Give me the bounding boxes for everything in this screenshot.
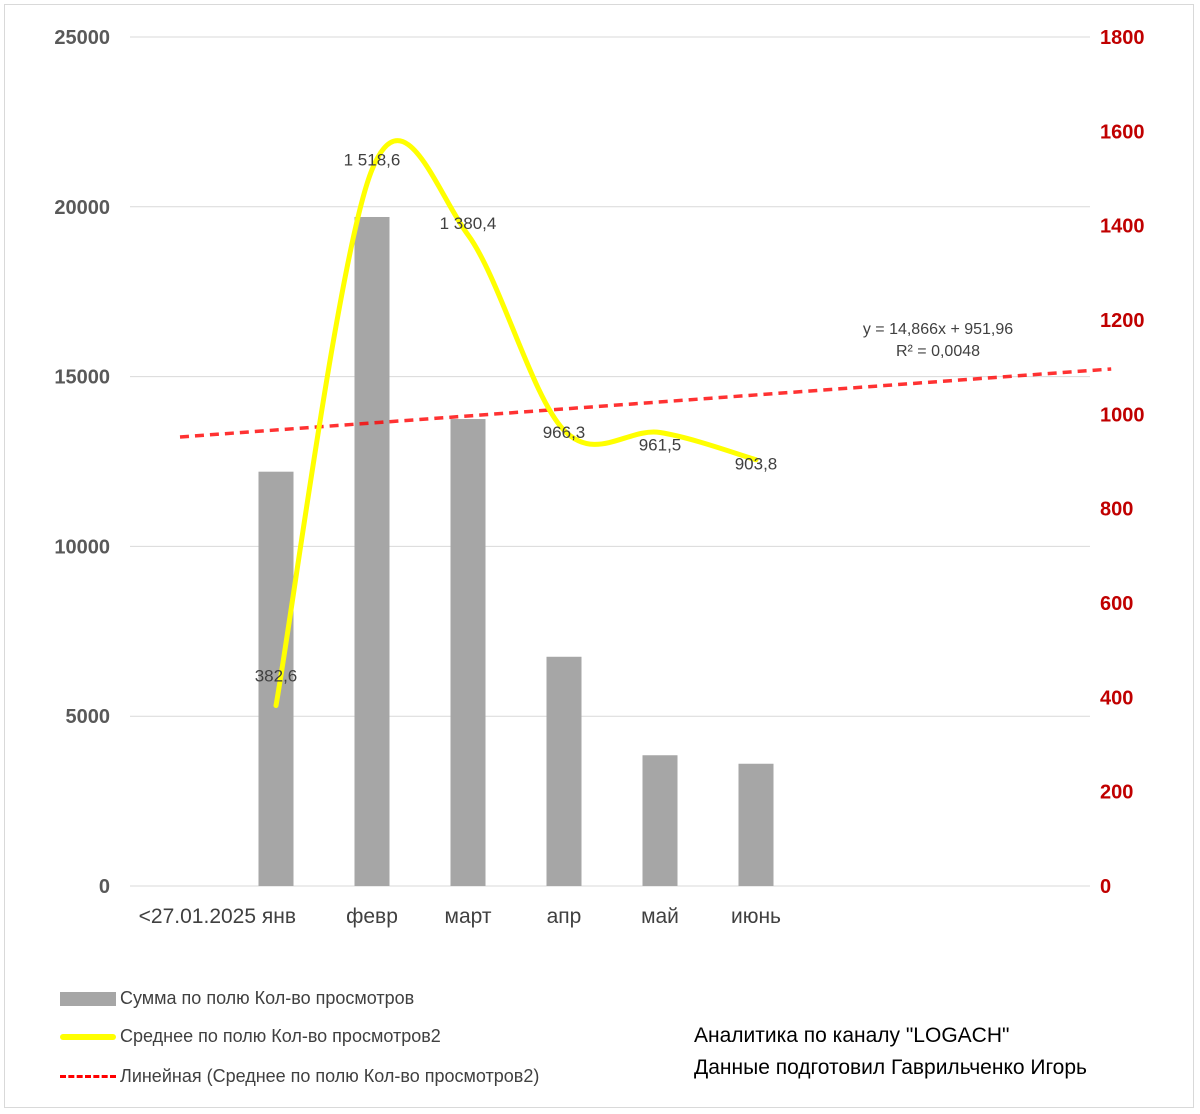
bar [258, 471, 294, 886]
legend-item-trend: Линейная (Среднее по полю Кол-во просмот… [60, 1066, 539, 1087]
line-series [273, 138, 759, 709]
bar [546, 656, 582, 886]
legend-label: Среднее по полю Кол-во просмотров2 [120, 1026, 441, 1046]
left-tick-label: 25000 [54, 27, 110, 49]
right-tick-label: 800 [1100, 499, 1133, 521]
left-axis: 0 5000 10000 15000 20000 25000 [54, 27, 110, 898]
right-tick-label: 1400 [1100, 216, 1145, 238]
trendline [179, 367, 1112, 439]
left-tick-label: 5000 [66, 706, 111, 728]
right-tick-label: 0 [1100, 876, 1111, 898]
legend-line-swatch [60, 1033, 116, 1040]
legend-item-bars: Сумма по полю Кол-во просмотров [60, 988, 414, 1009]
right-tick-label: 1000 [1100, 404, 1145, 426]
bar [450, 419, 486, 886]
x-tick-label: июнь [731, 905, 781, 928]
line-data-label: 382,6 [255, 667, 298, 686]
right-tick-label: 400 [1100, 687, 1133, 709]
right-axis: 0 200 400 600 800 1000 1200 1400 1600 1800 [1100, 27, 1145, 898]
bar [738, 763, 774, 886]
legend-trend-swatch [60, 1075, 116, 1078]
line-data-label: 961,5 [639, 435, 682, 454]
right-tick-label: 200 [1100, 782, 1133, 804]
line-path [273, 138, 759, 709]
x-tick-label: май [641, 905, 679, 928]
combo-chart: 0 5000 10000 15000 20000 25000 0 200 400 600 800 1… [54, 27, 1145, 928]
line-data-label: 1 518,6 [344, 151, 401, 170]
line-data-label: 903,8 [735, 455, 778, 474]
x-tick-label: <27.01.2025 янв [139, 905, 296, 928]
credit-line-2: Данные подготовил Гаврильченко Игорь [694, 1056, 1087, 1079]
data-labels: 382,6 1 518,6 1 380,4 966,3 961,5 903,8 [255, 151, 778, 686]
legend-bar-swatch [60, 991, 116, 1006]
bar [354, 216, 390, 886]
left-tick-label: 20000 [54, 197, 110, 219]
x-tick-label: февр [346, 905, 398, 928]
bar [642, 755, 678, 886]
trend-r2: R² = 0,0048 [896, 343, 980, 360]
chart-frame [4, 4, 1194, 1108]
left-tick-label: 10000 [54, 536, 110, 558]
trend-equation: y = 14,866x + 951,96 [863, 321, 1013, 338]
legend-item-line: Среднее по полю Кол-во просмотров2 [60, 1026, 441, 1047]
right-tick-label: 600 [1100, 593, 1133, 615]
right-tick-label: 1600 [1100, 121, 1145, 143]
bar-series [258, 216, 774, 886]
legend-label: Сумма по полю Кол-во просмотров [120, 988, 415, 1008]
right-tick-label: 1800 [1100, 27, 1145, 49]
trendline-series [179, 367, 1112, 439]
left-tick-label: 0 [99, 876, 110, 898]
x-tick-label: апр [547, 905, 582, 928]
right-tick-label: 1200 [1100, 310, 1145, 332]
credit-line-1: Аналитика по каналу "LOGACH" [694, 1024, 1010, 1047]
line-data-label: 966,3 [543, 423, 586, 442]
x-axis: <27.01.2025 янв февр март апр май июнь [139, 905, 781, 928]
left-tick-label: 15000 [54, 367, 110, 389]
line-data-label: 1 380,4 [440, 214, 497, 233]
x-tick-label: март [445, 905, 492, 928]
legend-label: Линейная (Среднее по полю Кол-во просмот… [120, 1066, 540, 1086]
